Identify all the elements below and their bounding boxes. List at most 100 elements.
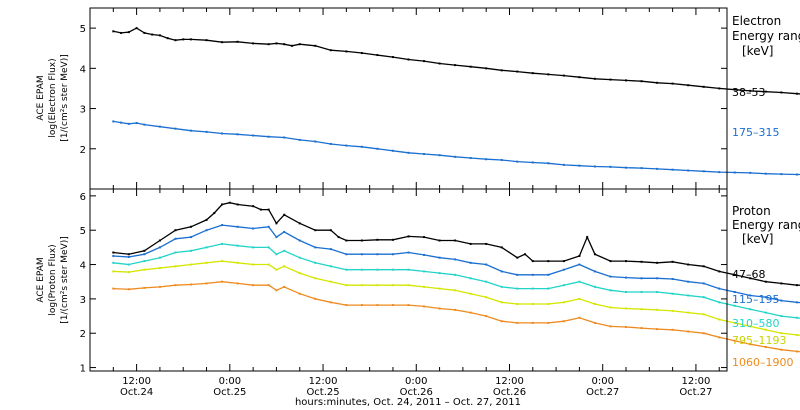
data-point (485, 242, 488, 245)
data-point (112, 120, 115, 123)
data-point (547, 162, 550, 165)
data-point (127, 253, 130, 256)
data-point (345, 50, 348, 53)
data-point (329, 280, 332, 283)
proton-plot-frame (89, 188, 728, 372)
data-point (485, 296, 488, 299)
data-point (376, 268, 379, 271)
data-point (314, 246, 317, 249)
data-point (640, 260, 643, 263)
data-point (329, 229, 332, 232)
data-point (158, 239, 161, 242)
data-point (189, 263, 192, 266)
data-point (656, 277, 659, 280)
data-point (112, 270, 115, 273)
data-point (283, 285, 286, 288)
y-tick-label: 1 (80, 364, 86, 375)
data-point (376, 147, 379, 150)
data-point (531, 287, 534, 290)
data-point (423, 236, 426, 239)
data-point (120, 121, 123, 124)
data-point (236, 40, 239, 43)
data-point (780, 332, 783, 335)
data-point (314, 261, 317, 264)
data-point (485, 315, 488, 318)
data-point (298, 292, 301, 295)
data-point (174, 251, 177, 254)
data-point (236, 282, 239, 285)
proton-ylabel-line1: ACE EPAM (36, 257, 46, 302)
data-point (749, 308, 752, 311)
data-point (764, 311, 767, 314)
data-point (236, 225, 239, 228)
proton-y-ticks: 1 2 3 4 5 6 (80, 192, 727, 375)
data-point (795, 333, 798, 336)
data-point (516, 160, 519, 163)
data-point (586, 236, 589, 239)
data-point (438, 256, 441, 259)
data-point (500, 320, 503, 323)
data-point (578, 297, 581, 300)
data-point (578, 76, 581, 79)
data-point (267, 246, 270, 249)
data-point (640, 167, 643, 170)
data-point (516, 273, 519, 276)
data-point (609, 78, 612, 81)
electron-legend-title: Electron (732, 14, 781, 28)
data-point (687, 294, 690, 297)
data-point (500, 159, 503, 162)
data-point (407, 268, 410, 271)
data-point (625, 291, 628, 294)
electron-legend: Electron Energy range [keV] 38–53 175–31… (732, 14, 800, 139)
data-point (345, 144, 348, 147)
data-point (360, 52, 363, 55)
data-point (205, 261, 208, 264)
data-point (127, 122, 130, 125)
data-point (562, 260, 565, 263)
data-point (376, 54, 379, 57)
data-point (780, 282, 783, 285)
y-tick-label: 3 (80, 295, 86, 306)
data-point (609, 306, 612, 309)
data-point (360, 145, 363, 148)
data-point (687, 169, 690, 172)
data-point (593, 303, 596, 306)
data-point (236, 244, 239, 247)
data-point (438, 62, 441, 65)
x-tick-time-label: 0:00 (591, 376, 613, 387)
x-tick-date-label: Oct.25 (213, 387, 246, 398)
data-point (671, 82, 674, 85)
data-point (407, 304, 410, 307)
data-point (407, 151, 410, 154)
data-point (547, 287, 550, 290)
data-point (283, 136, 286, 139)
data-point (749, 343, 752, 346)
electron-panel: 2 3 4 5 ACE EPAM log(Electron Flux) [1/(cm²… (36, 7, 800, 190)
data-point (656, 261, 659, 264)
data-point (267, 43, 270, 46)
data-point (252, 284, 255, 287)
data-point (547, 273, 550, 276)
electron-ylabel-line2: log(Electron Flux) (48, 58, 58, 137)
data-point (749, 171, 752, 174)
data-point (438, 154, 441, 157)
data-point (151, 33, 154, 36)
data-point (764, 90, 767, 93)
data-point (267, 263, 270, 266)
data-point (189, 38, 192, 41)
data-point (454, 155, 457, 158)
proton-ylabel-line2: log(Proton Flux) (48, 244, 58, 315)
data-point (702, 282, 705, 285)
x-tick-date-label: Oct.25 (306, 387, 339, 398)
x-tick-date-label: Oct.24 (120, 387, 153, 398)
data-point (718, 318, 721, 321)
data-point (562, 163, 565, 166)
data-point (469, 157, 472, 160)
data-point (298, 272, 301, 275)
data-point (423, 305, 426, 308)
data-point (221, 41, 224, 44)
data-point (749, 294, 752, 297)
data-point (625, 276, 628, 279)
data-point (407, 284, 410, 287)
